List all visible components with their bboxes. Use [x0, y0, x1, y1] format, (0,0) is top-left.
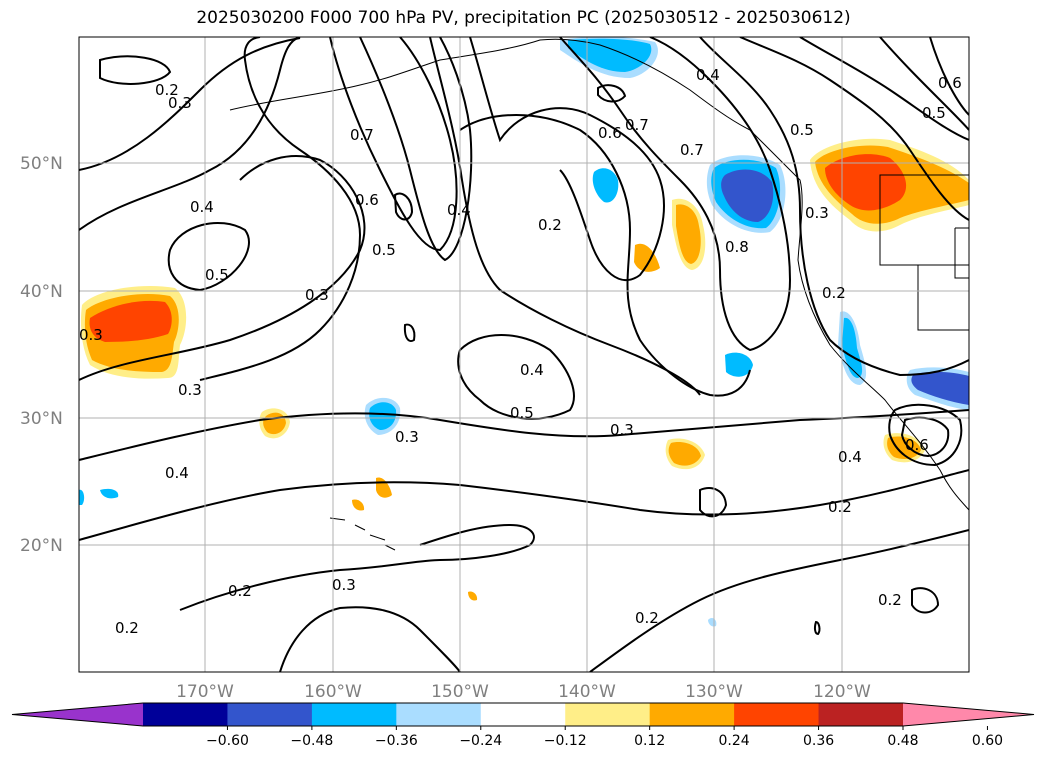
contour-label: 0.5 — [372, 241, 396, 259]
coastline — [229, 38, 969, 551]
lat-label-40n: 40°N — [20, 282, 63, 302]
colorbar-segment — [818, 703, 904, 726]
map-title: 2025030200 F000 700 hPa PV, precipitatio… — [196, 8, 851, 28]
contour-label: 0.7 — [680, 141, 704, 159]
contour-label: 0.2 — [828, 498, 852, 516]
contour-label: 0.7 — [350, 126, 374, 144]
precip-shading — [79, 37, 969, 627]
colorbar-tick-label: 0.24 — [719, 733, 750, 749]
lat-label-50n: 50°N — [20, 154, 63, 174]
contour-label: 0.3 — [332, 576, 356, 594]
contour-label: 0.4 — [165, 464, 189, 482]
contour-label: 0.2 — [228, 582, 252, 600]
colorbar-tick-label: 0.48 — [887, 733, 918, 749]
map-frame — [78, 36, 970, 673]
colorbar-segment — [734, 703, 820, 726]
contour-label: 0.3 — [395, 428, 419, 446]
colorbar-extend-low — [12, 703, 143, 726]
lat-label-30n: 30°N — [20, 409, 63, 429]
contour-label: 0.2 — [635, 609, 659, 627]
contour-label: 0.2 — [878, 591, 902, 609]
contour-label: 0.6 — [598, 124, 622, 142]
contour-label: 0.2 — [822, 284, 846, 302]
lat-label-20n: 20°N — [20, 536, 63, 556]
colorbar-tick-label: −0.12 — [544, 733, 587, 749]
colorbar-tick-label: 0.12 — [634, 733, 665, 749]
lon-label-170w: 170°W — [176, 682, 234, 702]
colorbar-segment — [565, 703, 651, 726]
colorbar-tick-label: −0.48 — [290, 733, 333, 749]
lon-label-130w: 130°W — [685, 682, 743, 702]
contour-label: 0.3 — [305, 286, 329, 304]
colorbar-tick-label: −0.36 — [375, 733, 418, 749]
contour-label: 0.6 — [938, 74, 962, 92]
contour-label: 0.5 — [205, 266, 229, 284]
contour-label: 0.3 — [178, 381, 202, 399]
contour-label: 0.4 — [190, 198, 214, 216]
colorbar-segment — [396, 703, 482, 726]
colorbar-segment — [311, 703, 397, 726]
colorbar-segment — [143, 703, 228, 726]
contour-label: 0.6 — [355, 191, 379, 209]
pv-contours — [79, 37, 969, 672]
colorbar-extend-high — [903, 703, 1034, 726]
colorbar-segment — [480, 703, 566, 726]
contour-label: 0.2 — [155, 81, 179, 99]
colorbar-tick-label: 0.36 — [803, 733, 834, 749]
contour-label: 0.5 — [790, 121, 814, 139]
contour-label: 0.4 — [447, 201, 471, 219]
longitude-labels: 170°W 160°W 150°W 140°W 130°W 120°W — [176, 682, 871, 702]
contour-label: 0.4 — [520, 361, 544, 379]
contour-label: 0.3 — [610, 421, 634, 439]
contour-label: 0.3 — [168, 94, 192, 112]
contour-label: 0.5 — [510, 404, 534, 422]
colorbar-tick-label: −0.24 — [459, 733, 502, 749]
colorbar-tick-label: −0.60 — [206, 733, 249, 749]
contour-label: 0.2 — [115, 619, 139, 637]
contour-label: 0.5 — [922, 104, 946, 122]
contour-labels: 0.2 0.3 0.4 0.5 0.3 0.3 0.4 0.6 0.7 0.5 … — [79, 66, 962, 637]
gridlines — [79, 37, 969, 672]
lon-label-120w: 120°W — [813, 682, 871, 702]
contour-label: 0.6 — [905, 436, 929, 454]
colorbar-tick-label: 0.60 — [972, 733, 1003, 749]
contour-label: 0.4 — [838, 448, 862, 466]
contour-label: 0.2 — [538, 216, 562, 234]
map-area — [79, 37, 969, 672]
lon-label-160w: 160°W — [304, 682, 362, 702]
lon-label-140w: 140°W — [558, 682, 616, 702]
contour-label: 0.7 — [625, 116, 649, 134]
latitude-labels: 50°N 40°N 30°N 20°N — [20, 154, 63, 556]
contour-label: 0.4 — [696, 66, 720, 84]
contour-label: 0.8 — [725, 238, 749, 256]
colorbar-segment — [227, 703, 313, 726]
colorbar-outline — [11, 702, 1035, 727]
contour-label: 0.3 — [79, 326, 103, 344]
colorbar-tick-labels: −0.60 −0.48 −0.36 −0.24 −0.12 0.12 0.24 0.36 0.4… — [206, 726, 1003, 749]
lon-label-150w: 150°W — [431, 682, 489, 702]
contour-label: 0.3 — [805, 204, 829, 222]
colorbar — [11, 702, 1035, 727]
colorbar-segment — [649, 703, 735, 726]
